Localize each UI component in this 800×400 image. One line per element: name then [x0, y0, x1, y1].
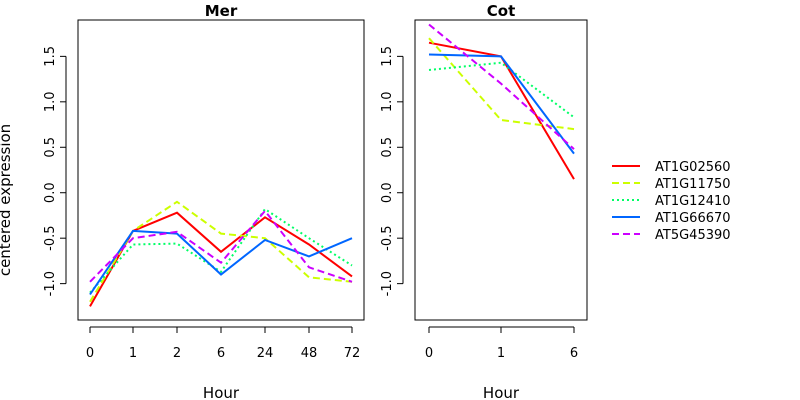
x-tick-label: 1	[129, 346, 137, 361]
legend-label: AT1G12410	[655, 194, 731, 209]
series-line-at1g02560	[89, 211, 353, 307]
y-tick-label: 1.0	[43, 91, 58, 112]
x-axis-label-mer: Hour	[203, 384, 240, 400]
x-tick-label: 1	[497, 346, 505, 361]
legend-label: AT5G45390	[655, 228, 731, 243]
y-tick-label: -0.5	[380, 225, 395, 250]
x-tick-label: 72	[344, 346, 361, 361]
series-line-at5g45390	[89, 209, 353, 283]
panel-mer: Mer Hour -1.0 -0.5 0.0 0.5 1.0 1.5 0 1 2 6 24 48 72	[43, 2, 365, 400]
series-line-at1g12410	[89, 207, 353, 294]
y-tick-label: 0.5	[380, 137, 395, 158]
legend: AT1G02560 AT1G11750 AT1G12410 AT1G66670 AT5G…	[612, 160, 731, 243]
y-tick-label: 0.0	[43, 182, 58, 203]
y-tick-label: -1.0	[43, 271, 58, 296]
series-line-at1g66670	[428, 53, 575, 155]
legend-label: AT1G11750	[655, 177, 731, 192]
y-tick-label: 1.5	[380, 46, 395, 67]
y-tick-label: -0.5	[43, 225, 58, 250]
x-tick-label: 0	[425, 346, 433, 361]
y-tick-label: 1.0	[380, 91, 395, 112]
series-lines-mer	[89, 200, 353, 307]
x-axis-label-cot: Hour	[483, 384, 520, 400]
y-axis-mer: -1.0 -0.5 0.0 0.5 1.0 1.5	[43, 46, 67, 296]
x-tick-label: 0	[86, 346, 94, 361]
panel-title-mer: Mer	[205, 2, 238, 20]
plot-frame-mer	[77, 19, 365, 321]
y-tick-label: 1.5	[43, 46, 58, 67]
plot-frame-cot	[414, 19, 588, 321]
panel-cot: Cot Hour -1.0 -0.5 0.0 0.5 1.0 1.5 0 1 6	[380, 2, 588, 400]
legend-label: AT1G02560	[655, 160, 731, 175]
panel-title-cot: Cot	[487, 2, 515, 20]
x-tick-label: 2	[173, 346, 181, 361]
series-line-at1g66670	[89, 229, 353, 296]
y-tick-label: 0.0	[380, 182, 395, 203]
series-line-at5g45390	[428, 23, 575, 150]
y-tick-label: 0.5	[43, 137, 58, 158]
y-tick-label: -1.0	[380, 271, 395, 296]
x-tick-label: 6	[217, 346, 225, 361]
series-lines-cot	[428, 23, 575, 180]
legend-label: AT1G66670	[655, 211, 731, 226]
series-line-at1g12410	[428, 61, 575, 119]
y-axis-label: centered expression	[0, 124, 14, 276]
x-axis-mer: 0 1 2 6 24 48 72	[86, 326, 361, 361]
x-axis-cot: 0 1 6	[425, 326, 578, 361]
x-tick-label: 6	[570, 346, 578, 361]
x-tick-label: 48	[301, 346, 318, 361]
y-axis-cot: -1.0 -0.5 0.0 0.5 1.0 1.5	[380, 46, 404, 296]
x-tick-label: 24	[257, 346, 274, 361]
